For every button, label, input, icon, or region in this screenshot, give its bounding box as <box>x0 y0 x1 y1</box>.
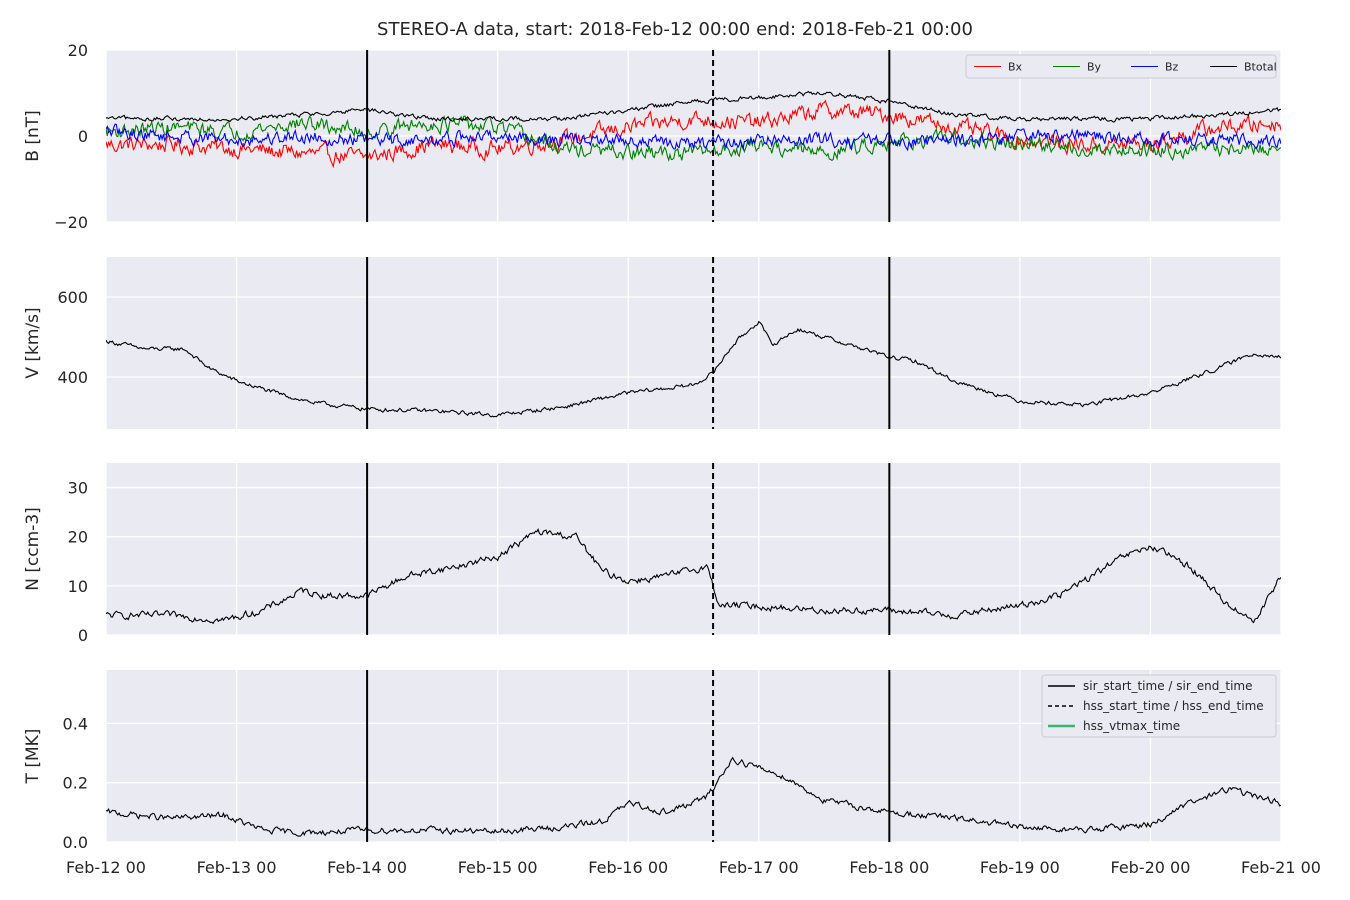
series-line <box>106 528 1281 625</box>
figure-title: STEREO-A data, start: 2018-Feb-12 00:00 … <box>377 19 973 40</box>
legend-box <box>965 54 1277 79</box>
y-axis-label: B [nT] <box>23 110 43 162</box>
panel-2: 400 600 V [km/s] <box>23 257 1282 429</box>
y-tick-label: 400 <box>57 368 88 387</box>
y-tick-label: 600 <box>57 288 88 307</box>
x-tick-label: Feb-20 00 <box>1110 858 1190 877</box>
legend-box <box>1041 674 1277 738</box>
series-line-bx <box>106 99 1281 169</box>
y-tick-label: −20 <box>54 213 88 232</box>
panel-4: 0.0 0.2 0.4 T [MK] Feb-12 00 Feb-13 00 Feb-14 … <box>23 670 1321 877</box>
y-tick-label: 20 <box>68 528 88 547</box>
y-axis-label: N [ccm-3] <box>23 507 43 591</box>
x-tick-label: Feb-17 00 <box>719 858 799 877</box>
y-tick-label: 30 <box>68 479 88 498</box>
y-tick-label: 0 <box>78 127 88 146</box>
series-line <box>106 756 1281 837</box>
x-tick-label: Feb-12 00 <box>66 858 146 877</box>
legend-label: hss_vtmax_time <box>1083 719 1180 733</box>
y-tick-label: 0.0 <box>63 833 88 852</box>
panel-background <box>106 463 1281 635</box>
y-tick-label: 0 <box>78 626 88 645</box>
legend-t: sir_start_time / sir_end_time hss_start_t… <box>1041 674 1277 738</box>
x-tick-label: Feb-16 00 <box>588 858 668 877</box>
legend-label: Bx <box>1008 61 1023 74</box>
x-tick-label: Feb-15 00 <box>458 858 538 877</box>
x-tick-label: Feb-18 00 <box>849 858 929 877</box>
panel-1: −20 0 20 B [nT] Bx By Bz Btotal <box>23 41 1282 232</box>
y-tick-label: 0.4 <box>63 714 88 733</box>
legend-label: By <box>1087 61 1102 74</box>
panel-3: 0 10 20 30 N [ccm-3] <box>23 463 1282 645</box>
legend-label: Btotal <box>1244 61 1277 74</box>
y-tick-label: 10 <box>68 577 88 596</box>
series-line-bz <box>106 123 1281 152</box>
y-axis-label: V [km/s] <box>23 307 43 378</box>
y-tick-label: 20 <box>68 41 88 60</box>
x-tick-label: Feb-14 00 <box>327 858 407 877</box>
series-line-btotal <box>106 90 1281 123</box>
x-tick-label: Feb-13 00 <box>197 858 277 877</box>
legend-label: Bz <box>1165 61 1179 74</box>
legend-label: sir_start_time / sir_end_time <box>1083 679 1253 693</box>
x-tick-label: Feb-21 00 <box>1241 858 1321 877</box>
series-line-by <box>106 114 1281 162</box>
y-axis-label: T [MK] <box>23 729 43 785</box>
series-line <box>106 320 1281 418</box>
y-tick-label: 0.2 <box>63 774 88 793</box>
legend-b: Bx By Bz Btotal <box>965 54 1277 79</box>
legend-label: hss_start_time / hss_end_time <box>1083 699 1264 713</box>
panel-background <box>106 257 1281 429</box>
x-tick-label: Feb-19 00 <box>980 858 1060 877</box>
